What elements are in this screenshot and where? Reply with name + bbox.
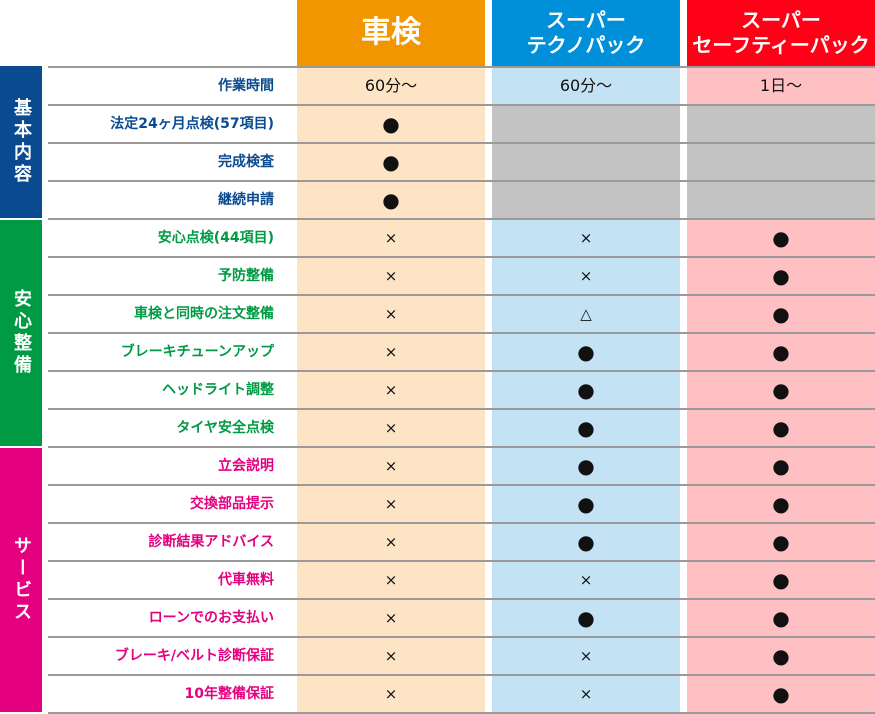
cell	[492, 144, 680, 180]
cell: ●	[687, 410, 875, 446]
cell: ●	[687, 600, 875, 636]
row-label: 完成検査	[218, 154, 274, 170]
cell	[687, 106, 875, 142]
table-row: 完成検査 ●	[48, 142, 875, 180]
cell: ●	[492, 410, 680, 446]
cell: ●	[687, 486, 875, 522]
cell: ●	[687, 676, 875, 712]
cell: ●	[492, 334, 680, 370]
table-row: 法定24ヶ月点検(57項目) ●	[48, 104, 875, 142]
cell: ●	[687, 220, 875, 256]
cell: ●	[492, 448, 680, 484]
cell: 60分〜	[297, 68, 485, 104]
cell: ×	[492, 638, 680, 674]
row-label: 代車無料	[218, 572, 274, 588]
cell: ×	[297, 524, 485, 560]
cell: ●	[687, 258, 875, 294]
row-label: 予防整備	[218, 268, 274, 284]
cell: ●	[492, 600, 680, 636]
cell: ×	[297, 410, 485, 446]
table-row: 診断結果アドバイス × ● ●	[48, 522, 875, 560]
cell: ●	[687, 562, 875, 598]
cell	[492, 106, 680, 142]
cell	[687, 182, 875, 218]
table-row: 継続申請 ●	[48, 180, 875, 218]
cell: ×	[297, 638, 485, 674]
cell: ×	[297, 220, 485, 256]
row-label: 診断結果アドバイス	[148, 534, 274, 550]
row-label: 立会説明	[218, 458, 274, 474]
cell: ×	[297, 600, 485, 636]
cell: ●	[297, 182, 485, 218]
row-label: 交換部品提示	[190, 496, 274, 512]
category-label: 基本内容	[0, 66, 42, 218]
table-row: 作業時間 60分〜 60分〜 1日〜	[48, 66, 875, 104]
cell: ●	[687, 372, 875, 408]
cell: 1日〜	[687, 68, 875, 104]
cell: 60分〜	[492, 68, 680, 104]
cell: ×	[492, 676, 680, 712]
row-label: タイヤ安全点検	[176, 420, 274, 436]
table-row: 交換部品提示 × ● ●	[48, 484, 875, 522]
cell: ×	[492, 258, 680, 294]
row-label: ヘッドライト調整	[162, 382, 274, 398]
cell: ●	[687, 524, 875, 560]
cell: ●	[492, 486, 680, 522]
table-row: ヘッドライト調整 × ● ●	[48, 370, 875, 408]
cell: ●	[492, 372, 680, 408]
cell: ●	[687, 638, 875, 674]
cell: ×	[492, 220, 680, 256]
cell: ×	[297, 486, 485, 522]
cell: ×	[297, 258, 485, 294]
header-shaken: 車検	[297, 0, 485, 66]
row-label: 法定24ヶ月点検(57項目)	[110, 116, 274, 132]
table-row: ローンでのお支払い × ● ●	[48, 598, 875, 636]
table-row: タイヤ安全点検 × ● ●	[48, 408, 875, 446]
cell: △	[492, 296, 680, 332]
row-label: ブレーキチューンアップ	[120, 344, 274, 360]
cell: ×	[297, 334, 485, 370]
table-row: ブレーキチューンアップ × ● ●	[48, 332, 875, 370]
cell: ●	[492, 524, 680, 560]
row-label: 継続申請	[218, 192, 274, 208]
row-label: ローンでのお支払い	[148, 610, 274, 626]
header-super-techno-pack: スーパー テクノパック	[492, 0, 680, 66]
table-bottom-line	[48, 712, 875, 714]
table-row: 車検と同時の注文整備 × △ ●	[48, 294, 875, 332]
row-label: 車検と同時の注文整備	[134, 306, 274, 322]
row-label: 作業時間	[218, 78, 274, 94]
category-label: 安心整備	[0, 220, 42, 446]
cell: ×	[492, 562, 680, 598]
row-label: ブレーキ/ベルト診断保証	[114, 648, 274, 664]
table-row: 代車無料 × × ●	[48, 560, 875, 598]
table-row: 予防整備 × × ●	[48, 256, 875, 294]
table-row: 安心点検(44項目) × × ●	[48, 218, 875, 256]
cell: ×	[297, 296, 485, 332]
table-row: ブレーキ/ベルト診断保証 × × ●	[48, 636, 875, 674]
cell: ●	[687, 448, 875, 484]
category-label: サービス	[0, 448, 42, 712]
cell: ●	[687, 296, 875, 332]
cell: ×	[297, 562, 485, 598]
cell	[492, 182, 680, 218]
row-label: 安心点検(44項目)	[157, 230, 274, 246]
header-super-safety-pack: スーパー セーフティーパック	[687, 0, 875, 66]
table-row: 立会説明 × ● ●	[48, 446, 875, 484]
table-row: 10年整備保証 × × ●	[48, 674, 875, 712]
cell	[687, 144, 875, 180]
cell: ×	[297, 676, 485, 712]
cell: ×	[297, 372, 485, 408]
cell: ●	[297, 106, 485, 142]
cell: ●	[687, 334, 875, 370]
cell: ×	[297, 448, 485, 484]
cell: ●	[297, 144, 485, 180]
row-label: 10年整備保証	[184, 686, 274, 702]
